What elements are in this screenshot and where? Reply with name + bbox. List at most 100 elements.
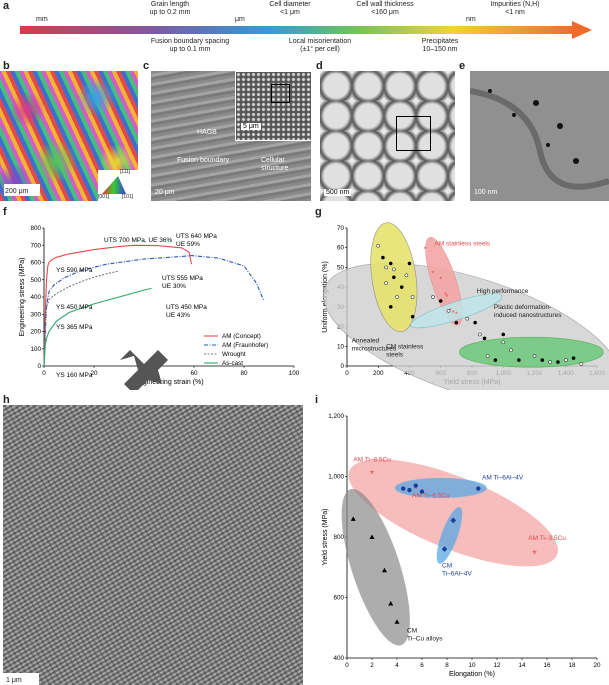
point-am-ti-3-5cu: * [532, 549, 537, 561]
annotation-uts-450: UTS 450 MPa [166, 304, 207, 311]
y-tick-label: 400 [30, 294, 41, 301]
panel-label-h: h [3, 394, 10, 406]
point-nanostructure [501, 340, 506, 345]
label-am-ti-3-5cu: AM Ti–3.5Cu [528, 535, 566, 542]
label-impurities: Impurities (N,H) <1 nm [490, 1, 540, 16]
point-am-stainless: * [439, 276, 442, 283]
x-tick-label: 80 [240, 370, 248, 377]
point-nanostructure [501, 332, 506, 337]
annotation-ys-590: YS 590 MPa [56, 267, 93, 274]
ipf-101: [101] [122, 194, 134, 200]
annotation-uts-640: UE 59% [176, 241, 200, 248]
x-tick-label: 10 [468, 662, 476, 669]
label-cm-stainless: CM stainless [386, 343, 424, 350]
label-misorientation: Local misorientation (±1° per cell) [288, 38, 352, 53]
annotation-hagb: HAGB [197, 129, 217, 136]
ebsd-map: 200 μm [111] [001] [101] [0, 71, 138, 201]
sample-icon [120, 350, 168, 390]
point-annealed [381, 255, 385, 260]
y-axis-label: Engineering stress (MPa) [19, 258, 26, 337]
annotation-uts-700: UTS 700 MPa, UE 36% [104, 237, 172, 244]
y-tick-label: 0 [340, 363, 344, 370]
panel-label-c: c [143, 60, 150, 72]
point-cm-ti-cu [388, 601, 394, 606]
y-tick-label: 70 [337, 225, 345, 232]
annotation-ys-365: YS 365 MPa [56, 324, 93, 331]
point-am-stainless: * [446, 294, 449, 301]
y-tick-label: 600 [333, 595, 344, 602]
sem-micrograph-c: 5 μm HAGB Fusion boundary Cellular struc… [151, 71, 311, 201]
y-tick-label: 200 [30, 329, 41, 336]
point-nanostructure [556, 360, 560, 364]
point-annealed [404, 273, 409, 278]
label-cm-ti-cu: CM [407, 627, 417, 634]
y-tick-label: 500 [30, 277, 41, 284]
chart-i-ti-alloys: 0 2 4 6 8 10 12 14 16 18 20 400 600 800 1,000 1,200 Elon… [322, 413, 601, 678]
x-tick-label: 20 [593, 662, 601, 669]
panel-label-a: a [3, 0, 10, 12]
point-am-ti64 [401, 486, 406, 491]
label-high-performance: High performance [477, 288, 529, 295]
series-as-cast [43, 287, 152, 367]
panel-label-g: g [315, 206, 322, 218]
point-nanostructure [493, 358, 498, 362]
x-tick-label: 12 [493, 662, 501, 669]
x-axis-label: Elongation (%) [449, 671, 495, 678]
x-tick-label: 2 [370, 662, 374, 669]
point-nanostructure [482, 336, 487, 341]
point-cm-ti-cu [350, 516, 356, 521]
annotation-uts-555: UTS 555 MPa [162, 275, 203, 282]
scale-box [4, 184, 40, 196]
point-am-stainless: * [452, 310, 455, 317]
point-nanostructure [548, 360, 552, 364]
point-high-performance [465, 316, 470, 321]
x-tick-label: 0 [345, 662, 349, 669]
point-annealed [384, 265, 388, 270]
point-cm-ti64 [441, 546, 448, 552]
annotation-ys-450: YS 450 MPa [56, 304, 93, 311]
label-cm-ti64: CM [442, 562, 452, 569]
label-cm-ti-cu: Ti–Cu alloys [407, 635, 443, 642]
y-tick-label: 10 [337, 343, 345, 350]
unit-nm: nm [466, 16, 476, 23]
panel-label-i: i [315, 394, 319, 406]
point-high-performance [438, 299, 443, 303]
y-tick-label: 800 [30, 225, 41, 232]
label-am-ti-6-5cu: AM Ti–6.5Cu [412, 493, 450, 500]
scale-label-d: 500 nm [324, 189, 352, 196]
point-am-ti-6-5cu: * [414, 484, 419, 496]
y-tick-label: 0 [37, 363, 41, 370]
region-high-performance [410, 293, 503, 329]
label-nanostructures: induced nanostructures [494, 312, 562, 319]
scale-label-e: 100 nm [474, 189, 498, 196]
point-nanostructure [563, 358, 568, 362]
point-am-ti64 [476, 486, 481, 491]
y-tick-label: 800 [333, 534, 344, 541]
x-tick-label: 8 [445, 662, 449, 669]
point-am-stainless: * [424, 247, 427, 254]
x-tick-label: 0 [42, 370, 46, 377]
point-annealed [384, 281, 388, 286]
label-cell-wall: Cell wall thickness <160 μm [356, 1, 414, 16]
point-annealed [388, 261, 393, 266]
scale-label-b: 200 μm [5, 188, 29, 195]
ipf-111: [111] [120, 169, 131, 175]
point-high-performance [446, 308, 451, 313]
point-am-ti64 [419, 489, 425, 494]
annotation-uts-640: UTS 640 MPa [176, 233, 217, 240]
y-tick-label: 400 [333, 655, 344, 662]
point-am-ti64 [413, 483, 418, 488]
annotation-ys-160: YS 160 MPa [56, 372, 93, 379]
point-am-stainless: * [444, 292, 447, 299]
x-tick-label: 60 [190, 370, 198, 377]
panel-label-d: d [316, 60, 323, 72]
point-nanostructure [509, 348, 513, 353]
label-cm-stainless: steels [386, 351, 404, 358]
point-nanostructure [579, 362, 584, 366]
label-am-ti64: AM Ti–6Al–4V [482, 475, 524, 482]
x-tick-label: 14 [518, 662, 526, 669]
point-am-stainless: * [455, 312, 458, 319]
point-nanostructure [571, 356, 576, 360]
legend-label: AM (Fraunhofer) [222, 342, 268, 349]
label-cell-diameter: Cell diameter <1 μm [269, 1, 311, 16]
